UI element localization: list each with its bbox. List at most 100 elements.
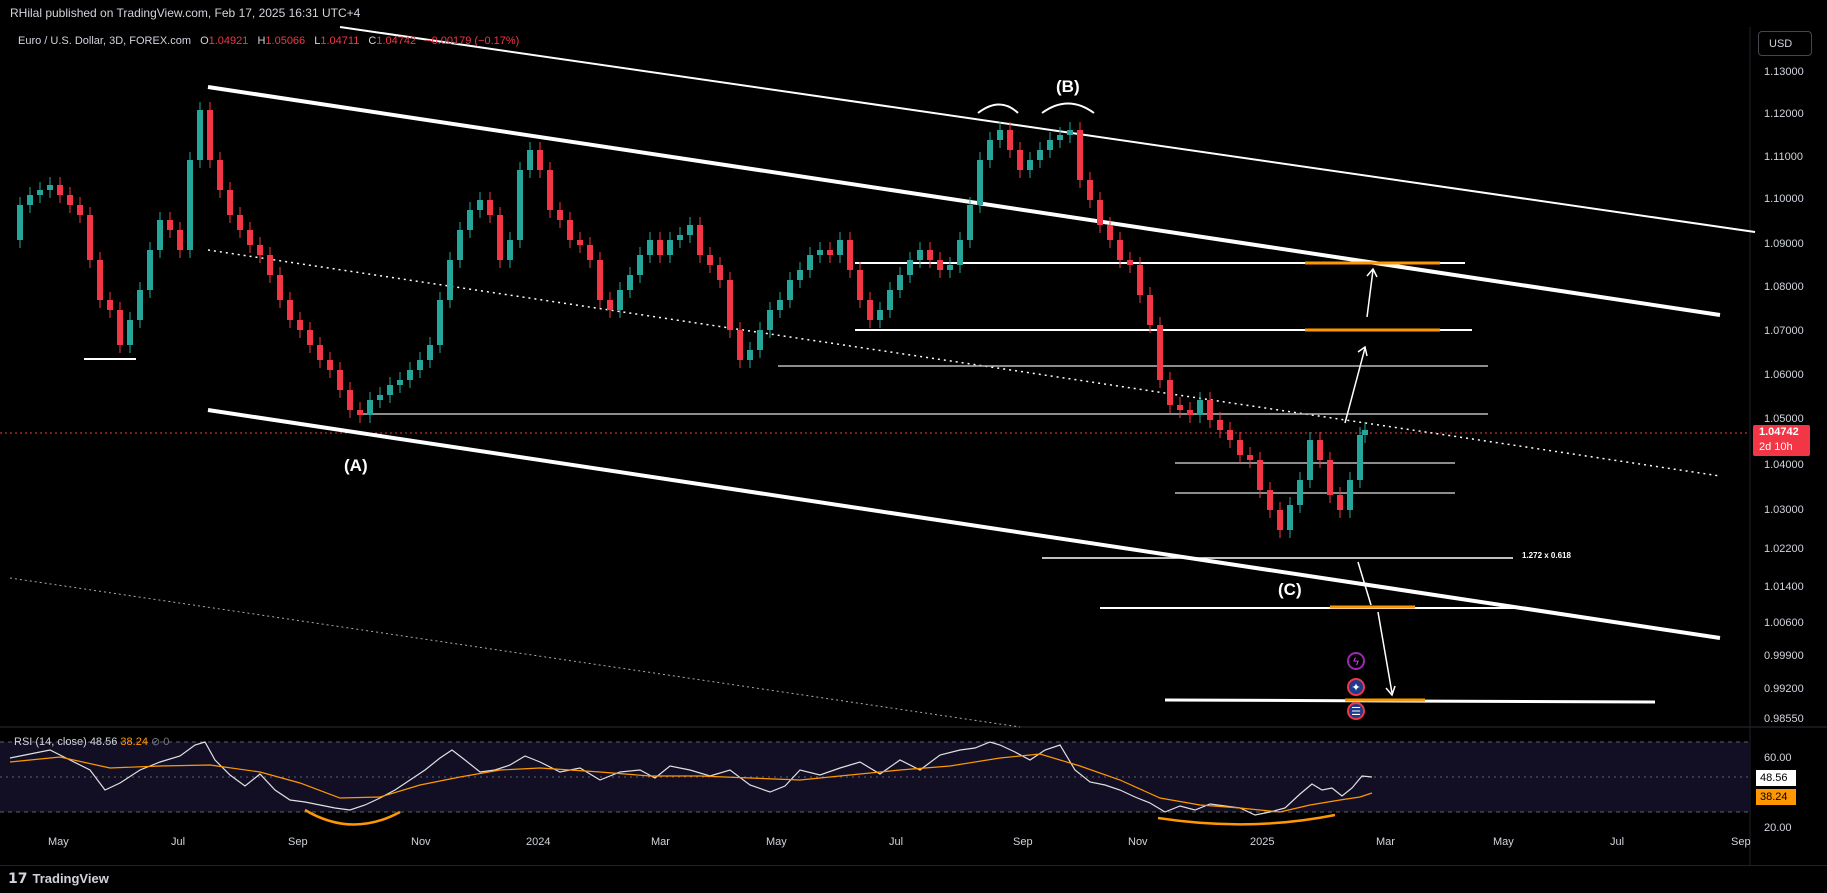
time-tick: Sep: [288, 836, 308, 848]
price-tick: 1.04000: [1764, 459, 1804, 471]
candle-body: [297, 320, 303, 330]
candle-body: [987, 140, 993, 160]
candle-body: [977, 160, 983, 205]
chart-area[interactable]: [0, 27, 1827, 865]
time-tick: Sep: [1013, 836, 1033, 848]
current-price-tag: 1.04742 2d 10h: [1753, 425, 1810, 456]
candle-body: [1137, 265, 1143, 295]
candle-body: [127, 320, 133, 345]
candle-body: [1117, 240, 1123, 260]
candle-body: [527, 150, 533, 170]
candle-body: [767, 310, 773, 330]
time-tick: Jul: [889, 836, 904, 848]
candle-body: [1217, 420, 1223, 430]
candle-body: [857, 270, 863, 300]
candle-body: [97, 260, 103, 300]
candle-body: [1037, 150, 1043, 160]
candle-body: [1337, 495, 1343, 510]
lightning-icon[interactable]: ϟ: [1347, 652, 1365, 670]
candle-body: [717, 265, 723, 280]
time-tick: Sep: [1731, 836, 1751, 848]
price-tick: 1.10000: [1764, 193, 1804, 205]
midline-dotted[interactable]: [207, 249, 1721, 477]
tradingview-logo[interactable]: 𝟭𝟳 TradingView: [8, 870, 109, 887]
top-arc[interactable]: [977, 103, 1019, 114]
candle-body: [517, 170, 523, 240]
rsi-arc[interactable]: [1157, 813, 1336, 826]
candle-body: [617, 290, 623, 310]
candle-body: [997, 130, 1003, 140]
currency-button[interactable]: USD: [1758, 31, 1812, 56]
candle-body: [1047, 140, 1053, 150]
symbol-legend[interactable]: Euro / U.S. Dollar, 3D, FOREX.com O1.049…: [18, 35, 520, 47]
candle-body: [1287, 505, 1293, 530]
candle-body: [287, 300, 293, 320]
rsi-legend[interactable]: RSI (14, close) 48.56 38.24 ⊘ 0: [14, 736, 170, 748]
candle-body: [687, 225, 693, 235]
tv-logo-icon: 𝟭𝟳: [8, 870, 28, 886]
outer-lower-dotted[interactable]: [9, 577, 1021, 728]
candle-body: [547, 170, 553, 210]
change-value: −0.00179 (−0.17%): [425, 35, 520, 47]
rsi-value-tag: 48.56: [1756, 770, 1796, 786]
outer-upper-line[interactable]: [339, 26, 1756, 233]
candle-body: [507, 240, 513, 260]
channel-lower-line[interactable]: [207, 408, 1721, 640]
candle-body: [1187, 410, 1193, 415]
price-tick: 0.98550: [1764, 713, 1804, 725]
candle-body: [167, 220, 173, 230]
candle-body: [1227, 430, 1233, 440]
candle-body: [737, 330, 743, 360]
price-tick: 1.01400: [1764, 581, 1804, 593]
candle-body: [707, 255, 713, 265]
candle-body: [537, 150, 543, 170]
candle-body: [237, 215, 243, 230]
candle-body: [1077, 130, 1083, 180]
candle-body: [1267, 490, 1273, 510]
candle-body: [487, 200, 493, 215]
candle-body: [17, 205, 23, 240]
top-arc[interactable]: [1041, 102, 1095, 114]
candle-body: [937, 260, 943, 270]
time-tick: May: [48, 836, 69, 848]
wave-label-c[interactable]: (C): [1278, 580, 1302, 599]
candle-body: [807, 255, 813, 270]
rsi-arc[interactable]: [304, 808, 401, 826]
candle-body: [967, 205, 973, 240]
channel-upper-line[interactable]: [207, 85, 1721, 317]
fib-label[interactable]: 1.272 x 0.618: [1522, 551, 1571, 560]
candle-body: [37, 190, 43, 195]
price-tick: 1.12000: [1764, 108, 1804, 120]
candle-body: [627, 275, 633, 290]
price-tick: 1.02200: [1764, 543, 1804, 555]
eu-flag-icon[interactable]: ✦: [1347, 678, 1365, 696]
wave-label-b[interactable]: (B): [1056, 77, 1080, 96]
candle-body: [267, 255, 273, 275]
price-tick: 1.09000: [1764, 238, 1804, 250]
candle-body: [1127, 260, 1133, 265]
candle-body: [777, 300, 783, 310]
symbol-name: Euro / U.S. Dollar, 3D, FOREX.com: [18, 35, 191, 47]
candle-body: [367, 400, 373, 415]
candle-body: [347, 390, 353, 410]
candle-body: [1197, 400, 1203, 415]
candle-body: [1317, 440, 1323, 460]
rsi-title: RSI (14, close): [14, 736, 87, 748]
candle-body: [377, 395, 383, 400]
candle-body: [1357, 435, 1363, 480]
candle-body: [1087, 180, 1093, 200]
candle-body: [1147, 295, 1153, 325]
wave-label-a[interactable]: (A): [344, 456, 368, 475]
candle-body: [327, 360, 333, 370]
candle-body: [637, 255, 643, 275]
projection-arrows[interactable]: [1344, 267, 1396, 697]
candle-body: [157, 220, 163, 250]
candle-body: [787, 280, 793, 300]
rsi-tick: 20.00: [1764, 822, 1792, 834]
candle-body: [27, 195, 33, 205]
price-tick: 1.07000: [1764, 325, 1804, 337]
candle-body: [337, 370, 343, 390]
candle-body: [597, 260, 603, 300]
us-flag-icon[interactable]: ☰: [1347, 702, 1365, 720]
